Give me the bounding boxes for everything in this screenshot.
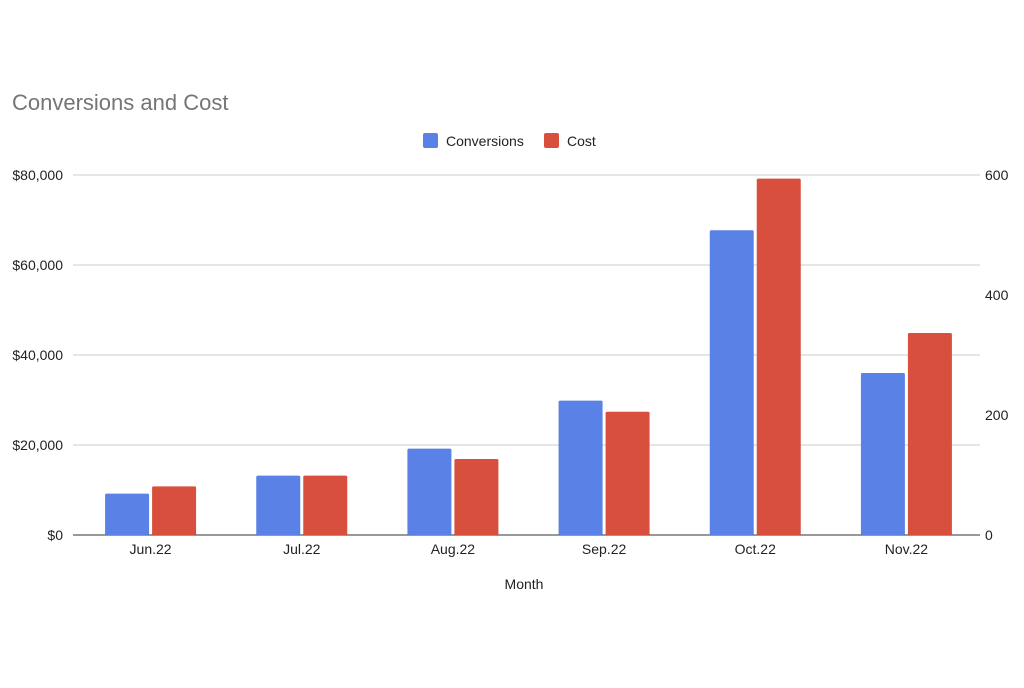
right-tick-label: 0 bbox=[985, 527, 993, 543]
legend-swatch-conversions bbox=[423, 133, 438, 148]
legend-label-conversions: Conversions bbox=[446, 133, 524, 149]
x-tick-label: Oct.22 bbox=[735, 541, 776, 557]
bar-cost bbox=[454, 458, 499, 535]
bar-cost bbox=[907, 332, 952, 535]
right-tick-label: 200 bbox=[985, 407, 1009, 423]
chart-title: Conversions and Cost bbox=[12, 90, 228, 115]
gridlines bbox=[73, 174, 980, 536]
legend-swatch-cost bbox=[544, 133, 559, 148]
bar-cost bbox=[605, 411, 650, 535]
x-tick-label: Jun.22 bbox=[130, 541, 172, 557]
bar-conversions bbox=[558, 400, 603, 535]
bar-cost bbox=[152, 486, 197, 535]
x-axis-title: Month bbox=[505, 576, 544, 592]
x-tick-label: Sep.22 bbox=[582, 541, 627, 557]
left-tick-label: $80,000 bbox=[12, 167, 63, 183]
bars bbox=[105, 178, 952, 535]
bar-conversions bbox=[407, 448, 452, 535]
x-tick-label: Aug.22 bbox=[431, 541, 476, 557]
bar-cost bbox=[303, 475, 348, 535]
legend: Conversions Cost bbox=[423, 133, 596, 149]
right-tick-label: 600 bbox=[985, 167, 1009, 183]
left-tick-label: $60,000 bbox=[12, 257, 63, 273]
legend-label-cost: Cost bbox=[567, 133, 596, 149]
right-axis-ticks: 0 200 400 600 bbox=[985, 167, 1009, 543]
bar-conversions bbox=[256, 475, 301, 535]
right-tick-label: 400 bbox=[985, 287, 1009, 303]
bar-conversions bbox=[860, 373, 905, 535]
left-tick-label: $0 bbox=[47, 527, 63, 543]
x-tick-label: Nov.22 bbox=[885, 541, 929, 557]
bar-conversions bbox=[105, 493, 150, 535]
x-tick-label: Jul.22 bbox=[283, 541, 321, 557]
left-tick-label: $40,000 bbox=[12, 347, 63, 363]
x-axis-ticks: Jun.22 Jul.22 Aug.22 Sep.22 Oct.22 Nov.22 bbox=[130, 541, 929, 557]
left-axis-ticks: $0 $20,000 $40,000 $60,000 $80,000 bbox=[12, 167, 63, 543]
bar-cost bbox=[756, 178, 801, 535]
bar-conversions bbox=[709, 230, 754, 535]
left-tick-label: $20,000 bbox=[12, 437, 63, 453]
